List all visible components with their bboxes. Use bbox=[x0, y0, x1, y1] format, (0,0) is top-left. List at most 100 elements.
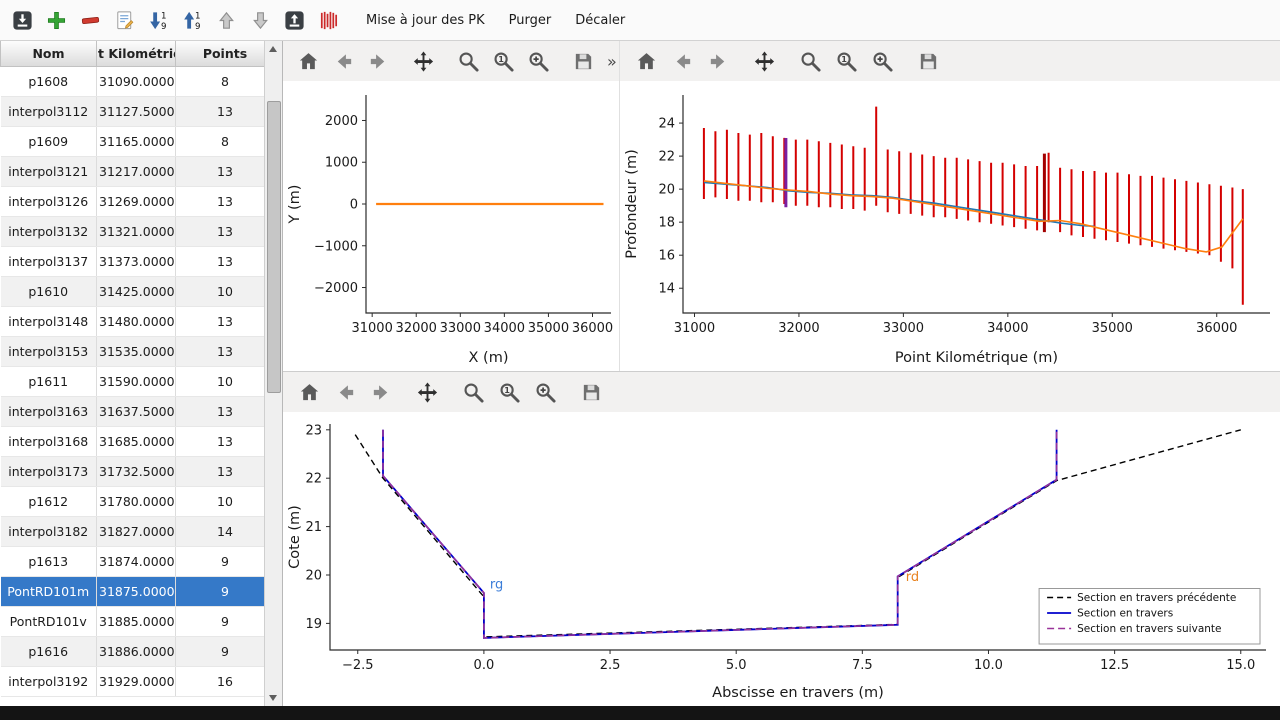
table-row[interactable]: interpol3137 31373.0000 13 bbox=[0, 246, 264, 277]
cell-nom: p1609 bbox=[0, 126, 97, 157]
zoom-icon[interactable] bbox=[457, 49, 480, 73]
table-row[interactable]: PontRD101m 31875.0000 9 bbox=[0, 576, 264, 607]
forward-icon[interactable] bbox=[369, 380, 393, 404]
plan-chart-svg[interactable]: 31000 32000 33000 34000 35000 36000 −2000 −1000… bbox=[283, 81, 619, 371]
table-row[interactable]: p1613 31874.0000 9 bbox=[0, 546, 264, 577]
menu-item-2[interactable]: Décaler bbox=[575, 12, 626, 28]
svg-text:0: 0 bbox=[350, 198, 358, 213]
table-scrollbar[interactable] bbox=[264, 41, 282, 706]
table-row[interactable]: interpol3163 31637.5000 13 bbox=[0, 396, 264, 427]
svg-text:31000: 31000 bbox=[351, 321, 392, 336]
column-header-2[interactable]: Points bbox=[175, 41, 264, 67]
table-row[interactable]: interpol3148 31480.0000 13 bbox=[0, 306, 264, 337]
cell-points: 13 bbox=[175, 156, 264, 187]
cell-nom: p1608 bbox=[0, 66, 97, 97]
cell-points: 9 bbox=[175, 576, 264, 607]
status-bar bbox=[0, 706, 1280, 720]
pan-icon[interactable] bbox=[752, 49, 776, 73]
remove-icon[interactable] bbox=[76, 6, 104, 34]
section-chart[interactable]: −2.5 0.0 2.5 5.0 7.5 10.0 12.5 15.0 19 20 21 22 23 Ab… bbox=[283, 412, 1280, 706]
column-header-1[interactable]: t Kilométriqu bbox=[96, 41, 176, 67]
table-row[interactable]: interpol3168 31685.0000 13 bbox=[0, 426, 264, 457]
table-row[interactable]: p1616 31886.0000 9 bbox=[0, 636, 264, 667]
scrollbar-thumb[interactable] bbox=[267, 101, 281, 393]
cell-pk: 31827.0000 bbox=[96, 516, 176, 547]
zoom-plus-icon[interactable] bbox=[870, 49, 894, 73]
svg-text:24: 24 bbox=[658, 117, 675, 132]
home-icon[interactable] bbox=[297, 49, 320, 73]
up-icon[interactable] bbox=[212, 6, 240, 34]
table-row[interactable]: interpol3112 31127.5000 13 bbox=[0, 96, 264, 127]
zoom-one-icon[interactable] bbox=[497, 380, 521, 404]
sort-asc-icon[interactable] bbox=[144, 6, 172, 34]
column-header-0[interactable]: Nom bbox=[0, 41, 97, 67]
zoom-plus-icon[interactable] bbox=[527, 49, 550, 73]
svg-text:2.5: 2.5 bbox=[600, 658, 621, 673]
scrollbar-down-button[interactable] bbox=[265, 690, 281, 706]
svg-text:22: 22 bbox=[658, 150, 675, 165]
zoom-icon[interactable] bbox=[461, 380, 485, 404]
cell-pk: 31874.0000 bbox=[96, 546, 176, 577]
add-icon[interactable] bbox=[42, 6, 70, 34]
table-row[interactable]: p1610 31425.0000 10 bbox=[0, 276, 264, 307]
table-row[interactable]: p1608 31090.0000 8 bbox=[0, 66, 264, 97]
table-row[interactable]: interpol3192 31929.0000 16 bbox=[0, 666, 264, 697]
svg-text:rg: rg bbox=[490, 578, 503, 593]
save-icon[interactable] bbox=[916, 49, 940, 73]
back-icon[interactable] bbox=[332, 49, 355, 73]
forward-icon[interactable] bbox=[706, 49, 730, 73]
table-row[interactable]: interpol3182 31827.0000 14 bbox=[0, 516, 264, 547]
cell-pk: 31269.0000 bbox=[96, 186, 176, 217]
table-row[interactable]: interpol3132 31321.0000 13 bbox=[0, 216, 264, 247]
table-row[interactable]: p1612 31780.0000 10 bbox=[0, 486, 264, 517]
cell-points: 13 bbox=[175, 336, 264, 367]
cell-nom: interpol3192 bbox=[0, 666, 97, 697]
import-icon[interactable] bbox=[8, 6, 36, 34]
scroll-up-icon bbox=[269, 46, 277, 52]
cell-pk: 31425.0000 bbox=[96, 276, 176, 307]
section-chart-svg[interactable]: −2.5 0.0 2.5 5.0 7.5 10.0 12.5 15.0 19 20 21 22 23 Ab… bbox=[283, 412, 1280, 706]
table-row[interactable]: interpol3121 31217.0000 13 bbox=[0, 156, 264, 187]
back-icon[interactable] bbox=[670, 49, 694, 73]
sort-desc-icon[interactable] bbox=[178, 6, 206, 34]
export-icon[interactable] bbox=[280, 6, 308, 34]
cell-points: 16 bbox=[175, 666, 264, 697]
menu-item-1[interactable]: Purger bbox=[508, 12, 552, 28]
home-icon[interactable] bbox=[634, 49, 658, 73]
table-row[interactable]: p1609 31165.0000 8 bbox=[0, 126, 264, 157]
plan-chart[interactable]: 31000 32000 33000 34000 35000 36000 −2000 −1000… bbox=[283, 81, 619, 371]
toolbar-overflow-chevron[interactable]: » bbox=[607, 51, 617, 71]
table-row[interactable]: interpol3126 31269.0000 13 bbox=[0, 186, 264, 217]
cell-nom: interpol3168 bbox=[0, 426, 97, 457]
svg-text:32000: 32000 bbox=[396, 321, 437, 336]
cell-points: 13 bbox=[175, 456, 264, 487]
profile-chart[interactable]: 31000 32000 33000 34000 35000 36000 14 16 18 20 22… bbox=[620, 81, 1280, 371]
down-icon[interactable] bbox=[246, 6, 274, 34]
table-row[interactable]: PontRD101v 31885.0000 9 bbox=[0, 606, 264, 637]
zoom-plus-icon[interactable] bbox=[533, 380, 557, 404]
cell-points: 13 bbox=[175, 186, 264, 217]
home-icon[interactable] bbox=[297, 380, 321, 404]
stripes-icon[interactable] bbox=[314, 6, 342, 34]
svg-text:36000: 36000 bbox=[1196, 321, 1237, 336]
forward-icon[interactable] bbox=[367, 49, 390, 73]
table-row[interactable]: interpol3153 31535.0000 13 bbox=[0, 336, 264, 367]
cell-nom: interpol3182 bbox=[0, 516, 97, 547]
table-row[interactable]: interpol3173 31732.5000 13 bbox=[0, 456, 264, 487]
scrollbar-up-button[interactable] bbox=[265, 41, 281, 57]
zoom-icon[interactable] bbox=[798, 49, 822, 73]
table-row[interactable]: p1611 31590.0000 10 bbox=[0, 366, 264, 397]
zoom-one-icon[interactable] bbox=[492, 49, 515, 73]
save-icon[interactable] bbox=[579, 380, 603, 404]
cell-pk: 31780.0000 bbox=[96, 486, 176, 517]
cell-pk: 31321.0000 bbox=[96, 216, 176, 247]
save-icon[interactable] bbox=[572, 49, 595, 73]
edit-icon[interactable] bbox=[110, 6, 138, 34]
profil-chart-svg[interactable]: 31000 32000 33000 34000 35000 36000 14 16 18 20 22… bbox=[620, 81, 1280, 371]
profile-bars bbox=[702, 106, 1244, 305]
back-icon[interactable] bbox=[333, 380, 357, 404]
menu-item-0[interactable]: Mise à jour des PK bbox=[366, 12, 485, 28]
zoom-one-icon[interactable] bbox=[834, 49, 858, 73]
pan-icon[interactable] bbox=[415, 380, 439, 404]
pan-icon[interactable] bbox=[412, 49, 435, 73]
